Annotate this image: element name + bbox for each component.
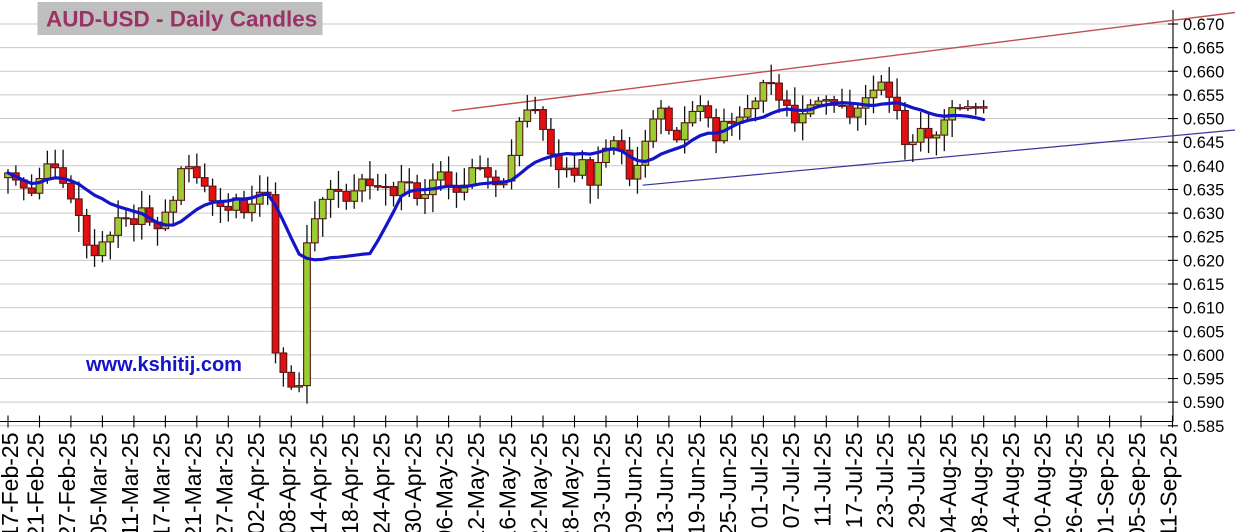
svg-text:0.605: 0.605: [1183, 323, 1224, 341]
svg-text:27-Feb-25: 27-Feb-25: [54, 433, 80, 532]
svg-text:0.655: 0.655: [1183, 87, 1224, 105]
svg-text:0.585: 0.585: [1183, 418, 1224, 436]
svg-text:0.620: 0.620: [1183, 252, 1224, 270]
svg-text:0.630: 0.630: [1183, 205, 1224, 223]
svg-text:01-Sep-25: 01-Sep-25: [1093, 433, 1119, 532]
svg-text:08-Apr-25: 08-Apr-25: [274, 433, 300, 532]
svg-text:20-Aug-25: 20-Aug-25: [1030, 433, 1056, 532]
svg-text:02-Apr-25: 02-Apr-25: [243, 433, 269, 532]
svg-text:30-Apr-25: 30-Apr-25: [400, 433, 426, 532]
svg-text:21-Mar-25: 21-Mar-25: [180, 433, 206, 532]
svg-text:0.625: 0.625: [1183, 229, 1224, 247]
svg-text:13-Jun-25: 13-Jun-25: [652, 433, 678, 532]
svg-text:01-Jul-25: 01-Jul-25: [746, 433, 772, 529]
svg-text:14-Aug-25: 14-Aug-25: [998, 433, 1024, 532]
svg-text:11-Jul-25: 11-Jul-25: [809, 433, 835, 527]
svg-text:24-Apr-25: 24-Apr-25: [369, 433, 395, 532]
svg-text:AUD-USD - Daily Candles: AUD-USD - Daily Candles: [46, 7, 317, 32]
svg-text:23-Jul-25: 23-Jul-25: [872, 433, 898, 529]
svg-text:08-Aug-25: 08-Aug-25: [967, 433, 993, 532]
svg-text:21-Feb-25: 21-Feb-25: [23, 433, 49, 532]
svg-text:0.665: 0.665: [1183, 40, 1224, 58]
svg-text:22-May-25: 22-May-25: [526, 433, 552, 532]
svg-text:09-Jun-25: 09-Jun-25: [621, 433, 647, 532]
svg-text:17-Mar-25: 17-Mar-25: [148, 433, 174, 532]
svg-text:05-Sep-25: 05-Sep-25: [1124, 433, 1150, 532]
svg-text:0.650: 0.650: [1183, 111, 1224, 129]
svg-text:18-Apr-25: 18-Apr-25: [337, 433, 363, 532]
svg-text:16-May-25: 16-May-25: [495, 433, 521, 532]
svg-text:03-Jun-25: 03-Jun-25: [589, 433, 615, 532]
svg-text:0.600: 0.600: [1183, 347, 1224, 365]
svg-text:06-May-25: 06-May-25: [432, 433, 458, 532]
svg-text:19-Jun-25: 19-Jun-25: [683, 433, 709, 532]
svg-text:0.595: 0.595: [1183, 371, 1224, 389]
svg-text:14-Apr-25: 14-Apr-25: [306, 433, 332, 532]
svg-text:0.610: 0.610: [1183, 300, 1224, 318]
svg-text:26-Aug-25: 26-Aug-25: [1061, 433, 1087, 532]
svg-text:0.660: 0.660: [1183, 63, 1224, 81]
svg-text:28-May-25: 28-May-25: [558, 433, 584, 532]
svg-text:0.615: 0.615: [1183, 276, 1224, 294]
svg-text:11-Mar-25: 11-Mar-25: [117, 433, 143, 532]
svg-text:17-Jul-25: 17-Jul-25: [841, 433, 867, 529]
svg-text:0.635: 0.635: [1183, 181, 1224, 199]
svg-text:11-Sep-25: 11-Sep-25: [1156, 433, 1182, 532]
svg-text:17-Feb-25: 17-Feb-25: [0, 433, 23, 532]
svg-text:25-Jun-25: 25-Jun-25: [715, 433, 741, 532]
svg-text:27-Mar-25: 27-Mar-25: [211, 433, 237, 532]
svg-text:0.645: 0.645: [1183, 134, 1224, 152]
svg-text:04-Aug-25: 04-Aug-25: [935, 433, 961, 532]
svg-text:www.kshitij.com: www.kshitij.com: [85, 354, 242, 376]
svg-text:05-Mar-25: 05-Mar-25: [85, 433, 111, 532]
svg-text:29-Jul-25: 29-Jul-25: [904, 433, 930, 529]
svg-text:0.590: 0.590: [1183, 394, 1224, 412]
svg-text:12-May-25: 12-May-25: [463, 433, 489, 532]
svg-text:07-Jul-25: 07-Jul-25: [778, 433, 804, 529]
svg-text:0.640: 0.640: [1183, 158, 1224, 176]
